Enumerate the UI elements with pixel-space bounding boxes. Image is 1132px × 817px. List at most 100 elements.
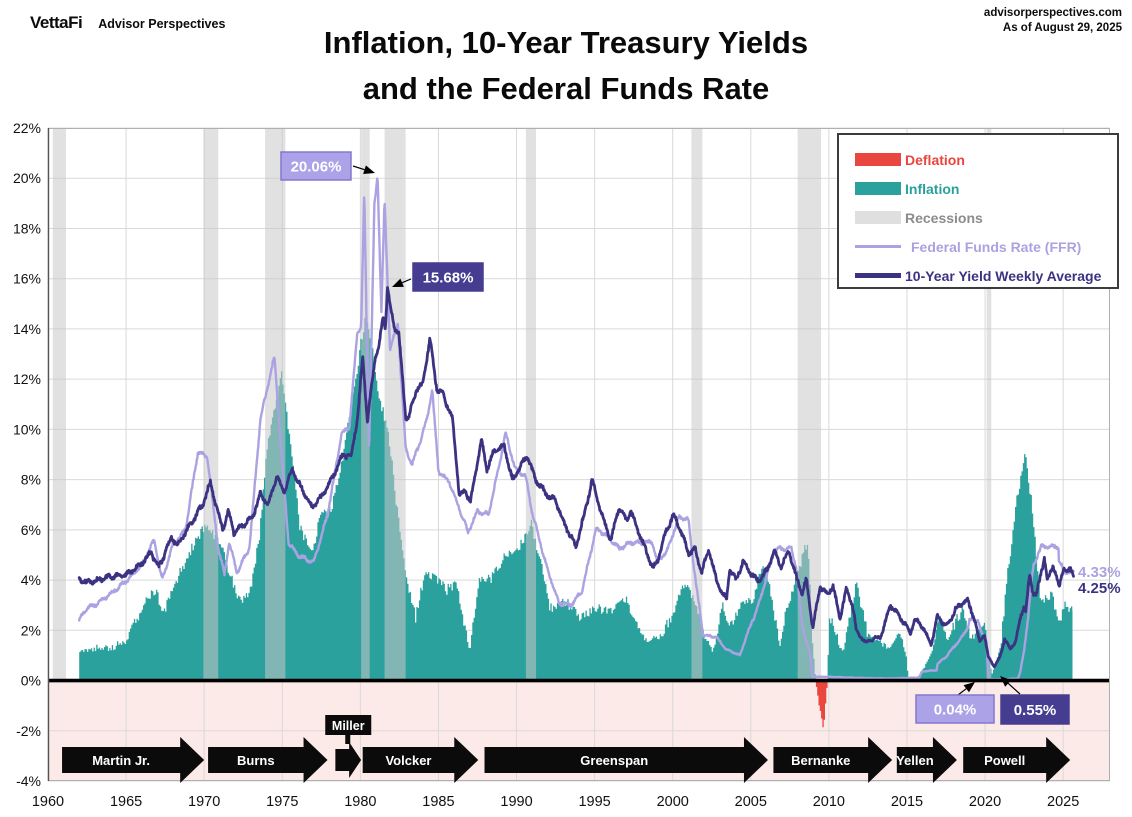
fed-chair-name: Powell	[984, 753, 1025, 768]
source-url: advisorperspectives.com	[983, 7, 1122, 19]
edge-value-label: 4.33%	[1078, 564, 1121, 581]
legend-item-4: 10-Year Yield Weekly Average	[855, 261, 1117, 290]
x-tick-label: 1970	[188, 794, 220, 810]
recession-band	[384, 128, 406, 681]
y-tick-label: -4%	[16, 773, 41, 789]
recession-band	[525, 128, 537, 681]
y-tick-label: 4%	[21, 572, 41, 588]
recession-band	[797, 128, 822, 681]
legend-label: Federal Funds Rate (FFR)	[911, 238, 1082, 255]
annotation-arrow-line	[352, 165, 365, 171]
legend-item-0: Deflation	[855, 145, 1117, 174]
fed-chair-arrow	[62, 737, 205, 783]
x-tick-label: 2005	[735, 794, 767, 810]
recession-band	[265, 128, 286, 681]
y-tick-label: 12%	[13, 371, 41, 387]
fed-chair-label-box	[325, 715, 372, 735]
legend-swatch-line	[855, 273, 901, 278]
source-block: advisorperspectives.com As of August 29,…	[984, 6, 1122, 36]
annotation-label: 20.06%	[291, 159, 342, 176]
x-tick-label: 2000	[657, 794, 689, 810]
legend-label: 10-Year Yield Weekly Average	[905, 267, 1102, 284]
deflation-area	[79, 680, 1073, 728]
legend-swatch-fill	[855, 153, 901, 166]
treasury-line	[77, 286, 1075, 669]
ffr-line	[78, 177, 1075, 681]
vettafi-logo: VettaFi Advisor Perspectives	[30, 13, 225, 33]
y-tick-label: 20%	[13, 170, 41, 186]
annotation-arrowhead	[963, 682, 975, 693]
fed-chair-arrow	[208, 737, 328, 783]
x-tick-label: 2015	[891, 794, 923, 810]
annotation-box	[1000, 694, 1070, 725]
fed-chair-name: Volcker	[385, 753, 431, 768]
y-tick-label: 22%	[13, 120, 41, 136]
annotations: 20.06% 15.68% 0.04% 0.55% 4.33%4.25%	[280, 151, 1121, 725]
y-tick-label: 14%	[13, 321, 41, 337]
recession-band	[986, 128, 992, 681]
x-tick-label: 2020	[969, 794, 1001, 810]
annotation-arrowhead	[363, 165, 375, 174]
chart-title-line1: Inflation, 10-Year Treasury Yields	[323, 25, 809, 60]
annotation-arrow-line	[401, 278, 412, 284]
edge-value-label: 4.25%	[1078, 580, 1121, 597]
recession-band	[52, 128, 66, 681]
y-axis-labels: 22% 20% 18% 16% 14% 12% 10% 8% 6% 4% 2% 0% -2% -4%	[13, 120, 41, 789]
y-tick-label: 0%	[21, 673, 41, 689]
fed-chair-arrow	[335, 742, 362, 778]
legend-label: Deflation	[905, 151, 965, 168]
fed-chair-name: Greenspan	[580, 753, 648, 768]
x-tick-label: 1995	[578, 794, 610, 810]
x-tick-label: 1975	[266, 794, 298, 810]
annotation-label: 0.04%	[934, 702, 977, 719]
y-tick-label: 2%	[21, 622, 41, 638]
legend-swatch-line	[855, 244, 901, 249]
annotation-arrowhead	[1000, 676, 1012, 687]
x-tick-label: 1980	[344, 794, 376, 810]
legend: Deflation Inflation Recessions Federal Fund…	[837, 133, 1119, 289]
x-tick-label: 1990	[500, 794, 532, 810]
legend-label: Inflation	[905, 180, 960, 197]
x-tick-label: 1965	[110, 794, 142, 810]
y-tick-label: -2%	[16, 723, 41, 739]
fed-chair-arrow	[484, 737, 768, 783]
legend-label: Recessions	[905, 209, 983, 226]
legend-swatch-fill	[855, 182, 901, 195]
y-tick-label: 6%	[21, 522, 41, 538]
chart-title: Inflation, 10-Year Treasury Yields and t…	[0, 20, 1132, 112]
chart-title-line2: and the Federal Funds Rate	[362, 70, 770, 106]
as-of-date: As of August 29, 2025	[1002, 21, 1122, 34]
annotation-box	[915, 694, 995, 724]
inflation-area	[79, 317, 1073, 681]
x-tick-label: 2010	[813, 794, 845, 810]
y-tick-label: 18%	[13, 220, 41, 236]
annotation-label: 15.68%	[423, 270, 474, 287]
x-tick-label: 1985	[422, 794, 454, 810]
x-tick-label: 1960	[32, 794, 64, 810]
y-tick-label: 16%	[13, 271, 41, 287]
fed-chair-timeline: Martin Jr. Burns Miller Volcker Greenspan Ber…	[62, 715, 1071, 783]
legend-item-2: Recessions	[855, 203, 1117, 232]
fed-chair-arrow	[963, 737, 1071, 783]
fed-chair-arrow	[362, 737, 479, 783]
logo-subtext: Advisor Perspectives	[98, 17, 226, 31]
legend-item-1: Inflation	[855, 174, 1117, 203]
zero-line	[48, 678, 1110, 683]
legend-swatch-fill	[855, 211, 901, 224]
fed-chair-name: Bernanke	[791, 753, 850, 768]
annotation-box	[412, 262, 484, 292]
fed-chair-arrow	[896, 737, 957, 783]
legend-item-3: Federal Funds Rate (FFR)	[855, 232, 1117, 261]
y-tick-label: 10%	[13, 421, 41, 437]
fed-chair-name: Martin Jr.	[92, 753, 150, 768]
fed-chair-name: Yellen	[896, 753, 934, 768]
recession-band	[691, 128, 703, 681]
annotation-arrowhead	[392, 278, 404, 287]
x-axis-labels: 1960 1965 1970 1975 1980 1985 1990 1995 2000 2005…	[32, 794, 1079, 810]
annotation-arrow-line	[957, 688, 967, 696]
fed-chair-arrow	[773, 737, 893, 783]
fed-chair-label-stem	[345, 733, 351, 744]
fed-chair-name: Burns	[237, 753, 275, 768]
